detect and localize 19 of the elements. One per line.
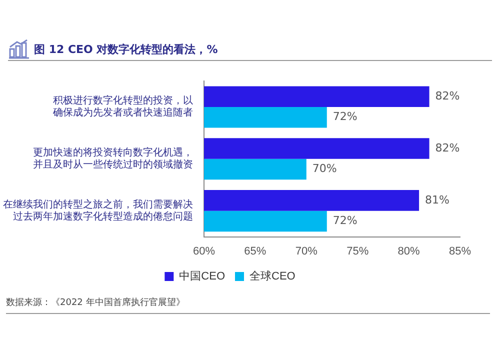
data-label: 82% [435,89,460,102]
x-tick-label: 65% [244,245,266,258]
y-tick-label: 在继续我们的转型之旅之前，我们需要解决过去两年加速数字化转型造成的倦怠问题 [3,198,193,223]
data-label: 72% [332,214,358,228]
data-label: 82% [435,141,460,154]
chart-title: 图 12 CEO 对数字化转型的看法，% [34,42,218,56]
legend-label: 全球CEO [250,270,296,283]
x-tick-label: 70% [295,245,318,258]
source-note: 数据来源：《2022 年中国首席执行官展望》 [6,296,490,314]
data-label: 70% [312,162,337,176]
x-tick-label: 60% [192,245,216,258]
x-tick-label: 75% [346,245,369,258]
x-tick-label: 85% [448,245,472,258]
y-tick-label: 更加快速的将投资转向数字化机遇，并且及时从一些传统过时的领域撤资 [33,146,193,171]
data-label: 72% [332,110,358,124]
x-tick-label: 80% [398,245,420,258]
y-tick-label: 积极进行数字化转型的投资，以确保成为先发者或者快速追随者 [52,94,193,119]
legend-label: 中国CEO [179,270,226,283]
data-label: 81% [425,193,450,206]
